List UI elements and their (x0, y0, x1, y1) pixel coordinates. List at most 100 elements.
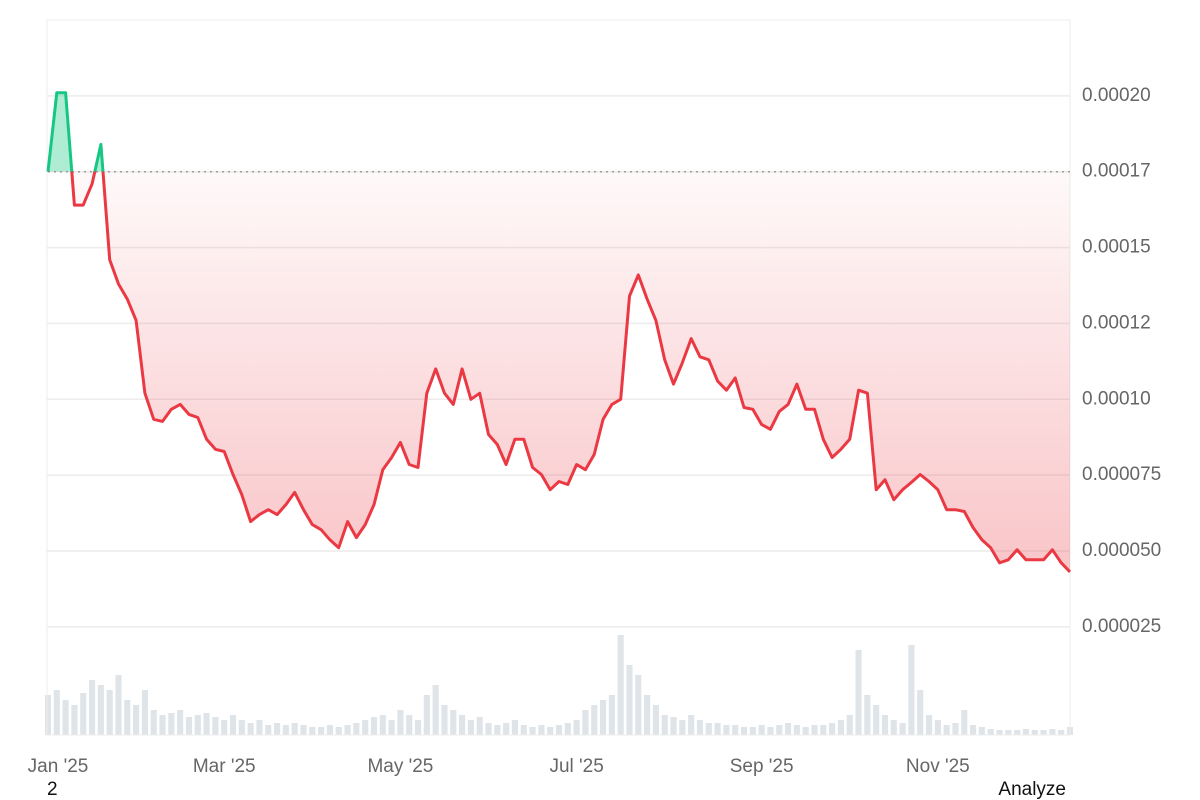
volume-bar (688, 715, 695, 735)
volume-bar (829, 723, 836, 735)
volume-bar (837, 720, 844, 735)
volume-bar (44, 695, 52, 735)
volume-bar (767, 727, 774, 735)
volume-bar (547, 727, 554, 735)
volume-bar (529, 727, 536, 735)
volume-bar (1058, 730, 1065, 735)
volume-bar (379, 715, 386, 735)
volume-bar (300, 725, 307, 735)
volume-bar (414, 720, 422, 735)
volume-bar (573, 720, 580, 735)
volume-bar (749, 727, 756, 735)
volume-bar (221, 720, 228, 735)
volume-bar (115, 675, 122, 735)
volume-bar (318, 727, 325, 735)
volume-bar (97, 685, 104, 735)
volume-bar (961, 710, 968, 735)
volume-bar (194, 715, 201, 735)
volume-bar (899, 723, 906, 735)
volume-bar (80, 693, 87, 735)
volume-bar (599, 700, 607, 735)
volume-bar (564, 723, 571, 735)
volume-bar (952, 723, 959, 735)
volume-bar (925, 715, 933, 735)
volume-bar (353, 723, 360, 735)
volume-bar (238, 720, 245, 735)
x-tick-label: Jan '25 (28, 756, 89, 777)
volume-bar (987, 729, 994, 735)
volume-bar (503, 723, 510, 735)
volume-bar (1005, 730, 1012, 735)
volume-bar (538, 725, 545, 735)
volume-bar (71, 705, 78, 735)
volume-bar (943, 725, 950, 735)
volume-bar (881, 715, 889, 735)
y-tick-label: 0.000075 (1082, 464, 1161, 485)
volume-bar (397, 710, 404, 735)
volume-bar (723, 725, 730, 735)
volume-bar (608, 695, 615, 735)
volume-bar (62, 700, 69, 735)
volume-bar (282, 725, 289, 735)
volume-bar (934, 720, 941, 735)
volume-bar (820, 725, 827, 735)
volume-bar (309, 727, 316, 735)
volume-bar (265, 725, 272, 735)
page-indicator: 2 (47, 779, 58, 800)
volume-bar (661, 715, 668, 735)
volume-bar (670, 717, 677, 735)
volume-bar (53, 690, 60, 735)
y-tick-label: 0.00012 (1082, 312, 1151, 333)
y-tick-label: 0.00017 (1082, 161, 1151, 182)
volume-bar (388, 720, 395, 735)
volume-bar (229, 715, 237, 735)
volume-bar (476, 717, 483, 735)
volume-bar (591, 705, 598, 735)
volume-bar (291, 723, 298, 735)
volume-bar (908, 645, 915, 735)
volume-bar (370, 717, 378, 735)
volume-bar (776, 725, 783, 735)
volume-bar (441, 705, 448, 735)
volume-bar (485, 723, 492, 735)
volume-bar (511, 720, 519, 735)
volume-bar (705, 723, 712, 735)
volume-bar (494, 725, 501, 735)
volume-bar (335, 727, 342, 735)
x-tick-label: Jul '25 (549, 756, 603, 777)
volume-bar (124, 700, 131, 735)
volume-bar (168, 713, 175, 735)
volume-bar (644, 695, 651, 735)
price-line (46, 91, 1072, 573)
volume-bar (212, 717, 219, 735)
volume-bar (423, 695, 430, 735)
volume-bar (696, 720, 704, 735)
volume-bar (1040, 730, 1047, 735)
volume-bar (133, 705, 140, 735)
volume-bar (811, 725, 818, 735)
analyze-button[interactable]: Analyze (998, 779, 1066, 800)
x-tick-label: May '25 (367, 756, 433, 777)
volume-bar (520, 725, 527, 735)
volume-bar (970, 725, 977, 735)
volume-bar (406, 715, 413, 735)
volume-bar (846, 715, 853, 735)
volume-bar (88, 680, 96, 735)
volume-bar (467, 720, 474, 735)
volume-bar (714, 723, 721, 735)
volume-bar (106, 690, 113, 735)
volume-bar (864, 695, 871, 735)
volume-bar (1014, 730, 1021, 735)
volume-bar (1049, 729, 1056, 735)
volume-bar (785, 723, 792, 735)
y-tick-label: 0.00010 (1082, 388, 1151, 409)
volume-bar (652, 705, 659, 735)
volume-bar (326, 725, 333, 735)
volume-bar (582, 710, 589, 735)
volume-bar (185, 717, 193, 735)
volume-bar (793, 725, 800, 735)
volume-bar (996, 730, 1003, 735)
volume-bar (177, 710, 184, 735)
volume-bar (344, 725, 351, 735)
y-tick-label: 0.000025 (1082, 616, 1161, 637)
